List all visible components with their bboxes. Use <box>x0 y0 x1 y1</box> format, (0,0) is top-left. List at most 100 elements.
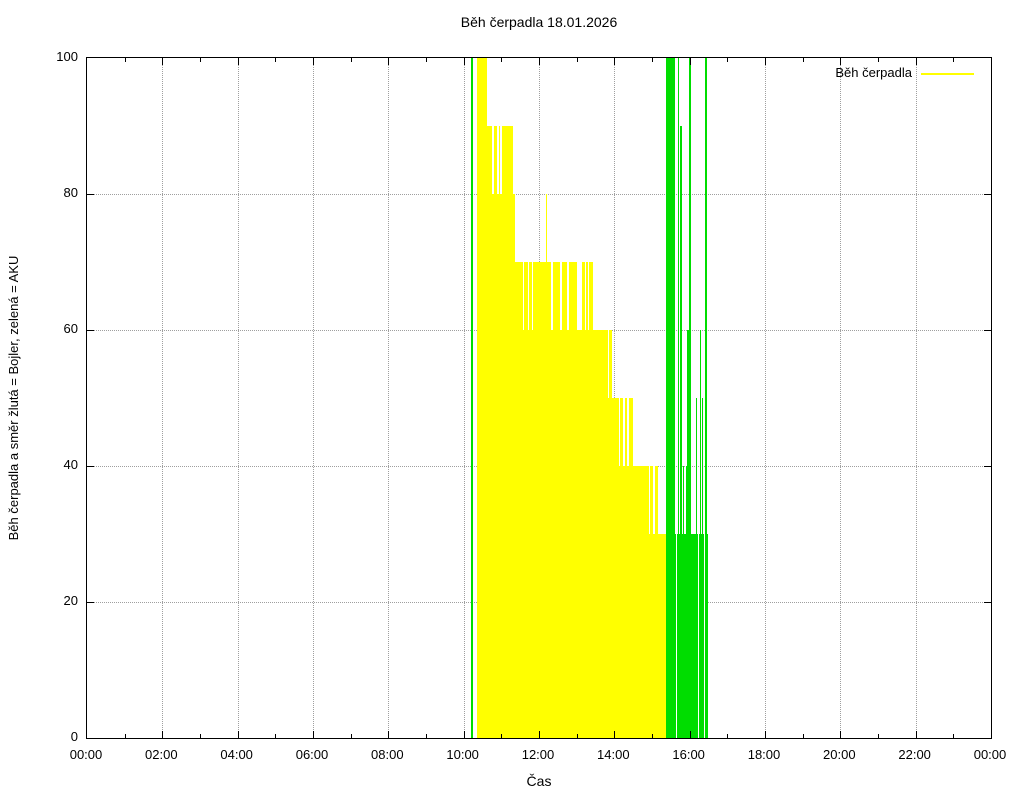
tick-mark <box>87 466 94 467</box>
y-tick-label: 100 <box>56 49 78 64</box>
tick-mark <box>652 734 653 738</box>
chart-title: Běh čerpadla 18.01.2026 <box>460 14 618 30</box>
bar-segment <box>619 398 621 466</box>
tick-mark <box>984 330 991 331</box>
y-axis-label: Běh čerpadla a směr žlutá = Bojler, zele… <box>6 255 21 541</box>
tick-mark <box>200 58 201 62</box>
tick-mark <box>87 330 94 331</box>
legend-label: Běh čerpadla <box>835 65 912 80</box>
tick-mark <box>802 734 804 738</box>
tick-mark <box>840 731 842 738</box>
bar-segment <box>626 398 629 466</box>
bar-segment <box>705 58 707 738</box>
tick-mark <box>388 731 390 738</box>
x-tick-label: 02:00 <box>145 747 178 762</box>
bar-segment <box>699 330 702 738</box>
bar-segment <box>608 330 610 398</box>
tick-mark <box>501 734 503 738</box>
tick-mark <box>539 58 540 65</box>
x-tick-label: 18:00 <box>747 747 781 762</box>
tick-mark <box>576 734 578 738</box>
bar-segment <box>559 262 562 330</box>
bar-segment <box>677 58 680 738</box>
bar-segment <box>545 194 548 738</box>
bar-segment <box>477 58 487 738</box>
tick-mark <box>576 58 578 62</box>
tick-mark <box>878 58 879 62</box>
tick-mark <box>915 58 917 65</box>
y-tick-label: 0 <box>70 729 78 744</box>
bar-segment <box>491 126 494 194</box>
tick-mark <box>388 58 390 65</box>
tick-mark <box>984 466 991 467</box>
y-tick-label: 60 <box>63 321 78 336</box>
grid-line-vertical <box>463 58 465 738</box>
bar-segment <box>499 126 502 194</box>
y-tick-label: 20 <box>63 593 78 608</box>
y-tick-label: 40 <box>63 457 78 472</box>
tick-mark <box>237 731 239 738</box>
bar-segment <box>687 330 689 738</box>
bar-segment <box>676 534 678 738</box>
tick-mark <box>426 734 427 738</box>
bar-segment <box>657 534 667 738</box>
grid-line-vertical <box>840 58 842 738</box>
tick-mark <box>350 734 352 738</box>
tick-mark <box>313 731 314 738</box>
x-axis-label: Čas <box>526 773 552 789</box>
grid-line-vertical <box>765 58 766 738</box>
bar-segment <box>689 58 691 738</box>
grid-line-vertical <box>915 58 917 738</box>
x-tick-label: 08:00 <box>371 747 404 762</box>
tick-mark <box>765 58 766 65</box>
tick-mark <box>275 58 277 62</box>
x-tick-label: 14:00 <box>597 747 630 762</box>
x-tick-label: 06:00 <box>295 747 329 762</box>
tick-mark <box>953 734 955 738</box>
bar-segment <box>696 398 698 738</box>
bar-segment <box>496 126 499 194</box>
tick-mark <box>162 58 164 65</box>
grid-line-vertical <box>237 58 239 738</box>
grid-line-vertical <box>388 58 390 738</box>
tick-mark <box>124 734 126 738</box>
x-tick-label: 10:00 <box>446 747 479 762</box>
tick-mark <box>275 734 277 738</box>
bar-segment <box>611 398 633 738</box>
tick-mark <box>727 734 729 738</box>
bar-segment <box>649 466 651 534</box>
tick-mark <box>802 58 804 62</box>
tick-mark <box>984 602 991 603</box>
bar-segment <box>532 262 534 330</box>
grid-line-vertical <box>313 58 314 738</box>
bar-segment <box>685 466 687 738</box>
tick-mark <box>87 194 94 195</box>
bar-segment <box>527 262 529 330</box>
tick-mark <box>501 58 503 62</box>
tick-mark <box>539 731 540 738</box>
bar-segment <box>487 126 513 738</box>
bar-segment <box>470 58 473 738</box>
y-tick-label: 80 <box>63 185 78 200</box>
bar-segment <box>581 262 593 738</box>
bar-segment <box>680 126 682 738</box>
tick-mark <box>878 734 879 738</box>
tick-mark <box>200 734 201 738</box>
tick-mark <box>984 194 991 195</box>
grid-line-vertical <box>162 58 164 738</box>
tick-mark <box>313 58 314 65</box>
plot-area <box>86 57 992 739</box>
tick-mark <box>463 58 465 65</box>
tick-mark <box>689 731 691 738</box>
bar-segment <box>584 262 586 330</box>
tick-mark <box>237 58 239 65</box>
bar-segment <box>665 58 675 738</box>
x-tick-label: 12:00 <box>521 747 555 762</box>
x-tick-label: 04:00 <box>220 747 253 762</box>
x-tick-label: 00:00 <box>973 747 1007 762</box>
bar-segment <box>513 194 515 738</box>
tick-mark <box>350 58 352 62</box>
x-tick-label: 22:00 <box>898 747 931 762</box>
tick-mark <box>87 602 94 603</box>
bar-segment <box>592 330 612 738</box>
